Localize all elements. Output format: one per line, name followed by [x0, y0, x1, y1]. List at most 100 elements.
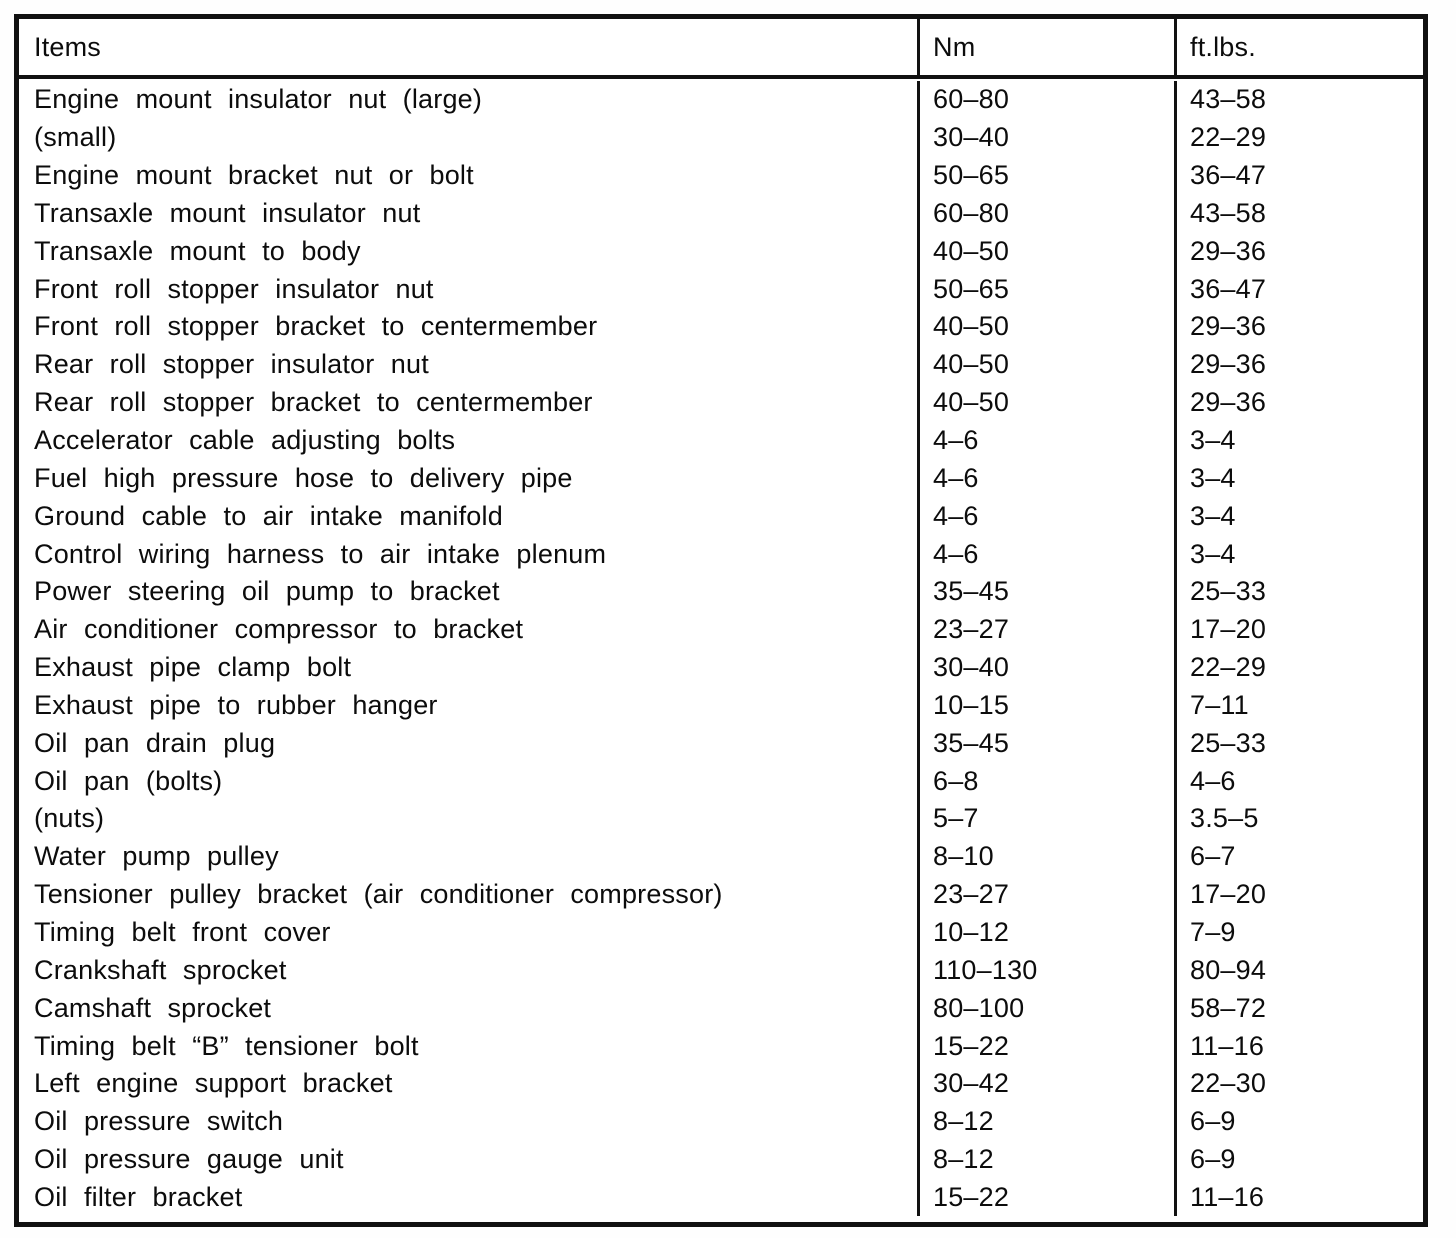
- ftlbs-cell: 36–47: [1174, 270, 1423, 309]
- table-row: Timing belt front cover 10–12 7–9: [19, 913, 1423, 952]
- column-header-nm: Nm: [917, 19, 1174, 75]
- ftlbs-cell: 7–11: [1174, 686, 1423, 725]
- nm-cell: 5–7: [917, 800, 1174, 838]
- nm-cell: 4–6: [917, 535, 1174, 573]
- table-row: Engine mount insulator nut (large) 60–80…: [19, 81, 1423, 119]
- nm-cell: 4–6: [917, 459, 1174, 498]
- table-row: Oil pan (bolts) 6–8 4–6: [19, 762, 1423, 801]
- ftlbs-cell: 11–16: [1174, 1178, 1423, 1217]
- ftlbs-cell: 17–20: [1174, 610, 1423, 649]
- nm-cell: 30–42: [917, 1064, 1174, 1103]
- column-header-ftlbs: ft.lbs.: [1174, 19, 1423, 75]
- ftlbs-cell: 3.5–5: [1174, 800, 1423, 838]
- item-cell: Front roll stopper insulator nut: [34, 273, 434, 304]
- item-cell: Front roll stopper bracket to centermemb…: [34, 311, 598, 342]
- nm-cell: 30–40: [917, 648, 1174, 687]
- table-row: Oil pan drain plug 35–45 25–33: [19, 724, 1423, 763]
- table-row: Timing belt “B” tensioner bolt 15–22 11–…: [19, 1027, 1423, 1065]
- item-cell: Oil pan drain plug: [34, 727, 276, 758]
- ftlbs-cell: 36–47: [1174, 156, 1423, 195]
- table-row: Exhaust pipe clamp bolt 30–40 22–29: [19, 648, 1423, 687]
- table-row: Rear roll stopper bracket to centermembe…: [19, 383, 1423, 422]
- nm-cell: 8–10: [917, 837, 1174, 876]
- item-cell: Oil pan (bolts): [34, 765, 223, 796]
- table-row: Transaxle mount to body 40–50 29–36: [19, 232, 1423, 271]
- table-row: Front roll stopper insulator nut 50–65 3…: [19, 270, 1423, 309]
- item-cell: Oil pressure switch: [34, 1106, 284, 1137]
- ftlbs-cell: 6–9: [1174, 1102, 1423, 1141]
- ftlbs-cell: 3–4: [1174, 421, 1423, 460]
- table-row: Engine mount bracket nut or bolt 50–65 3…: [19, 156, 1423, 195]
- table-row: Transaxle mount insulator nut 60–80 43–5…: [19, 194, 1423, 233]
- item-cell: Transaxle mount insulator nut: [34, 197, 421, 228]
- nm-cell: 15–22: [917, 1178, 1174, 1217]
- item-cell: Timing belt “B” tensioner bolt: [34, 1030, 419, 1061]
- nm-cell: 8–12: [917, 1140, 1174, 1179]
- ftlbs-cell: 22–29: [1174, 118, 1423, 157]
- column-header-items: Items: [34, 31, 102, 62]
- table-row: Front roll stopper bracket to centermemb…: [19, 308, 1423, 346]
- item-cell: Oil filter bracket: [34, 1181, 243, 1212]
- item-cell: Left engine support bracket: [34, 1068, 393, 1099]
- table-row: Camshaft sprocket 80–100 58–72: [19, 989, 1423, 1028]
- item-cell: Rear roll stopper insulator nut: [34, 349, 429, 380]
- item-cell: Exhaust pipe clamp bolt: [34, 652, 352, 683]
- ftlbs-cell: 25–33: [1174, 572, 1423, 611]
- ftlbs-cell: 4–6: [1174, 762, 1423, 801]
- table-row: Power steering oil pump to bracket 35–45…: [19, 572, 1423, 611]
- table-row: (nuts) 5–7 3.5–5: [19, 800, 1423, 838]
- item-cell: Control wiring harness to air intake ple…: [34, 538, 607, 569]
- item-cell: Accelerator cable adjusting bolts: [34, 425, 456, 456]
- nm-cell: 60–80: [917, 194, 1174, 233]
- nm-cell: 10–12: [917, 913, 1174, 952]
- nm-cell: 80–100: [917, 989, 1174, 1028]
- item-cell: Fuel high pressure hose to delivery pipe: [34, 462, 573, 493]
- item-cell: Transaxle mount to body: [34, 235, 361, 266]
- item-cell: Engine mount insulator nut (large): [34, 84, 483, 115]
- item-cell: Engine mount bracket nut or bolt: [34, 160, 474, 191]
- ftlbs-cell: 58–72: [1174, 989, 1423, 1028]
- item-cell: Rear roll stopper bracket to centermembe…: [34, 387, 593, 418]
- ftlbs-cell: 3–4: [1174, 459, 1423, 498]
- ftlbs-cell: 25–33: [1174, 724, 1423, 763]
- nm-cell: 60–80: [917, 81, 1174, 119]
- ftlbs-cell: 43–58: [1174, 81, 1423, 119]
- table-row: Fuel high pressure hose to delivery pipe…: [19, 459, 1423, 498]
- table-row: Ground cable to air intake manifold 4–6 …: [19, 497, 1423, 536]
- table-row: (small) 30–40 22–29: [19, 118, 1423, 157]
- nm-cell: 40–50: [917, 308, 1174, 346]
- item-cell: Water pump pulley: [34, 841, 279, 872]
- torque-spec-table: Items Nm ft.lbs. Engine mount insulator …: [14, 14, 1428, 1228]
- table-row: Tensioner pulley bracket (air conditione…: [19, 875, 1423, 914]
- table-row: Air conditioner compressor to bracket 23…: [19, 610, 1423, 649]
- ftlbs-cell: 11–16: [1174, 1027, 1423, 1065]
- item-cell: (nuts): [34, 803, 105, 834]
- table-row: Crankshaft sprocket 110–130 80–94: [19, 951, 1423, 990]
- table-row: Oil pressure gauge unit 8–12 6–9: [19, 1140, 1423, 1179]
- nm-cell: 50–65: [917, 270, 1174, 309]
- item-cell: Air conditioner compressor to bracket: [34, 614, 524, 645]
- table-row: Oil pressure switch 8–12 6–9: [19, 1102, 1423, 1141]
- table-row: Control wiring harness to air intake ple…: [19, 535, 1423, 573]
- nm-cell: 4–6: [917, 421, 1174, 460]
- item-cell: Power steering oil pump to bracket: [34, 576, 500, 607]
- ftlbs-cell: 17–20: [1174, 875, 1423, 914]
- ftlbs-cell: 29–36: [1174, 232, 1423, 271]
- item-cell: Timing belt front cover: [34, 916, 331, 947]
- nm-cell: 110–130: [917, 951, 1174, 990]
- nm-cell: 15–22: [917, 1027, 1174, 1065]
- nm-cell: 10–15: [917, 686, 1174, 725]
- ftlbs-cell: 6–7: [1174, 837, 1423, 876]
- ftlbs-cell: 22–30: [1174, 1064, 1423, 1103]
- nm-cell: 6–8: [917, 762, 1174, 801]
- ftlbs-cell: 29–36: [1174, 383, 1423, 422]
- nm-cell: 35–45: [917, 572, 1174, 611]
- table-row: Oil filter bracket 15–22 11–16: [19, 1178, 1423, 1217]
- ftlbs-cell: 22–29: [1174, 648, 1423, 687]
- nm-cell: 40–50: [917, 383, 1174, 422]
- item-cell: (small): [34, 122, 117, 153]
- nm-cell: 50–65: [917, 156, 1174, 195]
- table-row: Rear roll stopper insulator nut 40–50 29…: [19, 345, 1423, 384]
- nm-cell: 35–45: [917, 724, 1174, 763]
- nm-cell: 23–27: [917, 875, 1174, 914]
